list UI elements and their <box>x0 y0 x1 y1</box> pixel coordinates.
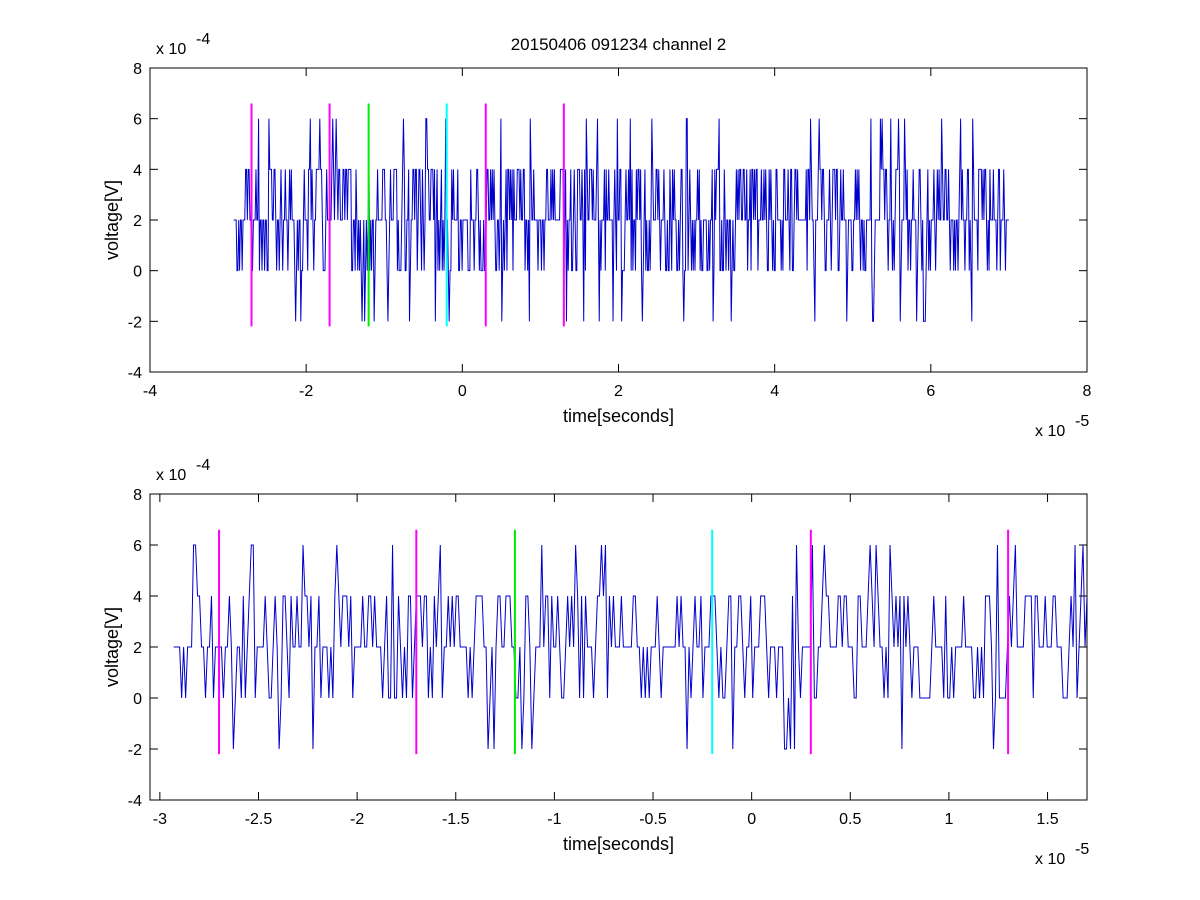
y-multiplier-exponent: -4 <box>196 31 210 48</box>
x-tick-label: -2 <box>299 383 313 400</box>
y-tick-label: -4 <box>128 793 142 810</box>
signal-line <box>173 544 1087 750</box>
signal-group <box>233 118 1009 322</box>
signal-group <box>173 544 1087 750</box>
x-multiplier-exponent: -5 <box>1075 841 1089 858</box>
bottom-plot: -3 -2.5 -2 -1.5 -1 -0.5 0 0.5 1 1.5 -4 -2 0 2 4 6 8 time[… <box>102 457 1089 868</box>
y-multiplier: x 10 <box>156 467 186 484</box>
x-tick-label: -4 <box>143 383 157 400</box>
y-axis-label: voltage[V] <box>102 180 122 260</box>
y-tick-label: -4 <box>128 365 142 382</box>
y-tick-label: 2 <box>133 213 142 230</box>
chart-title: 20150406 091234 channel 2 <box>511 35 727 54</box>
x-tick-label: 1 <box>944 811 953 828</box>
x-axis-label: time[seconds] <box>563 834 674 854</box>
signal-line <box>233 118 1009 322</box>
top-plot: -4 -2 0 2 4 6 8 -4 -2 0 2 4 6 8 time[seconds] voltage[V… <box>102 31 1092 440</box>
x-tick-label: 0 <box>458 383 467 400</box>
y-tick-label: 0 <box>133 691 142 708</box>
x-axis-label: time[seconds] <box>563 406 674 426</box>
x-tick-label: -0.5 <box>639 811 667 828</box>
y-tick-label: 8 <box>133 61 142 78</box>
x-tick-label: -1 <box>547 811 561 828</box>
x-tick-label: 6 <box>926 383 935 400</box>
x-multiplier: x 10 <box>1035 851 1065 868</box>
y-tick-label: -2 <box>128 742 142 759</box>
x-tick-label: 8 <box>1083 383 1092 400</box>
y-tick-label: 2 <box>133 640 142 657</box>
x-tick-label: -3 <box>153 811 167 828</box>
y-axis-label: voltage[V] <box>102 607 122 687</box>
y-tick-label: 0 <box>133 264 142 281</box>
x-tick-label: -2 <box>350 811 364 828</box>
y-tick-label: -2 <box>128 314 142 331</box>
y-tick-label: 6 <box>133 112 142 129</box>
x-tick-label: -1.5 <box>442 811 470 828</box>
x-tick-label: 1.5 <box>1036 811 1058 828</box>
x-multiplier-exponent: -5 <box>1075 413 1089 430</box>
x-multiplier: x 10 <box>1035 423 1065 440</box>
y-multiplier-exponent: -4 <box>196 457 210 474</box>
x-tick-label: 2 <box>614 383 623 400</box>
y-tick-label: 8 <box>133 487 142 504</box>
y-tick-label: 4 <box>133 589 142 606</box>
y-multiplier: x 10 <box>156 41 186 58</box>
x-tick-label: 4 <box>770 383 779 400</box>
x-tick-label: -2.5 <box>245 811 273 828</box>
x-tick-label: 0.5 <box>839 811 861 828</box>
x-tick-label: 0 <box>747 811 756 828</box>
y-tick-label: 6 <box>133 538 142 555</box>
y-tick-label: 4 <box>133 162 142 179</box>
